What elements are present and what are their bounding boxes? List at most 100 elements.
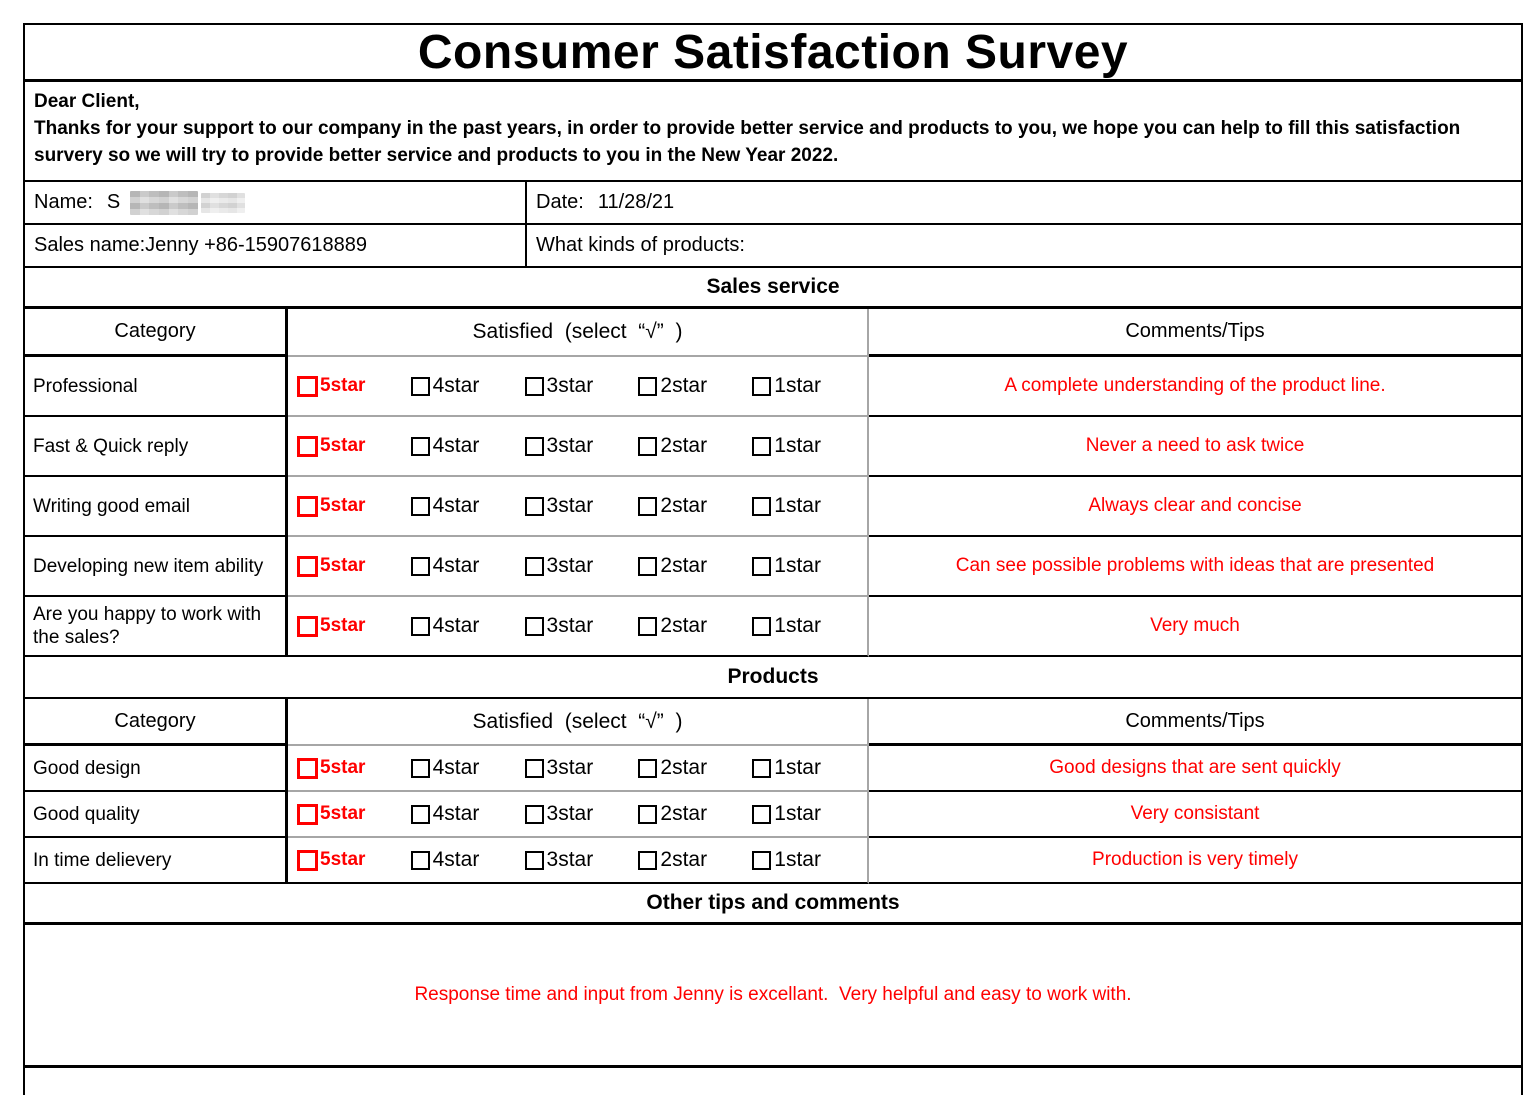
rating-option-2star[interactable]: 2star bbox=[638, 374, 707, 398]
rating-option-2star[interactable]: 2star bbox=[638, 554, 707, 578]
rating-label: 3star bbox=[546, 554, 594, 577]
rating-option-1star[interactable]: 1star bbox=[752, 614, 821, 638]
comment-cell[interactable]: A complete understanding of the product … bbox=[869, 357, 1521, 417]
rating-option-2star[interactable]: 2star bbox=[638, 434, 707, 458]
rating-option-4star[interactable]: 4star bbox=[410, 494, 479, 518]
checkbox-3star[interactable] bbox=[524, 758, 544, 778]
rating-option-3star[interactable]: 3star bbox=[524, 374, 593, 398]
checkbox-1star[interactable] bbox=[752, 804, 772, 824]
checkbox-1star[interactable] bbox=[752, 376, 772, 396]
rating-option-2star[interactable]: 2star bbox=[638, 614, 707, 638]
checkbox-3star[interactable] bbox=[524, 850, 544, 870]
rating-option-4star[interactable]: 4star bbox=[410, 554, 479, 578]
checkbox-4star[interactable] bbox=[410, 758, 430, 778]
rating-option-3star[interactable]: 3star bbox=[524, 848, 593, 872]
rating-option-3star[interactable]: 3star bbox=[524, 434, 593, 458]
rating-option-5star[interactable]: 5star bbox=[297, 757, 365, 779]
checkbox-1star[interactable] bbox=[752, 850, 772, 870]
rating-option-1star[interactable]: 1star bbox=[752, 848, 821, 872]
rating-option-1star[interactable]: 1star bbox=[752, 434, 821, 458]
rating-option-3star[interactable]: 3star bbox=[524, 494, 593, 518]
other-tips-heading: Other tips and comments bbox=[25, 884, 1521, 925]
checkbox-3star[interactable] bbox=[524, 556, 544, 576]
rating-cell: 5star 4star 3star 2star 1star bbox=[288, 792, 869, 838]
checkbox-1star[interactable] bbox=[752, 758, 772, 778]
rating-option-4star[interactable]: 4star bbox=[410, 756, 479, 780]
checkbox-5star[interactable] bbox=[297, 495, 318, 517]
checkbox-3star[interactable] bbox=[524, 616, 544, 636]
rating-option-1star[interactable]: 1star bbox=[752, 802, 821, 826]
name-value: S bbox=[106, 191, 121, 213]
rating-option-1star[interactable]: 1star bbox=[752, 374, 821, 398]
checkbox-5star[interactable] bbox=[297, 757, 318, 779]
checkbox-5star[interactable] bbox=[297, 615, 318, 637]
products-kind-field[interactable]: What kinds of products: bbox=[527, 225, 1521, 266]
rating-option-4star[interactable]: 4star bbox=[410, 848, 479, 872]
rating-option-4star[interactable]: 4star bbox=[410, 802, 480, 826]
checkbox-1star[interactable] bbox=[752, 436, 772, 456]
rating-option-4star[interactable]: 4star bbox=[410, 434, 479, 458]
products-heading: Products bbox=[25, 657, 1521, 699]
checkbox-3star[interactable] bbox=[524, 436, 544, 456]
checkbox-1star[interactable] bbox=[752, 616, 772, 636]
sales-name-field[interactable]: Sales name: Jenny +86-15907618889 bbox=[25, 225, 527, 266]
other-tips-input-area[interactable]: Response time and input from Jenny is ex… bbox=[25, 925, 1521, 1068]
checkbox-4star[interactable] bbox=[410, 436, 430, 456]
comment-cell[interactable]: Never a need to ask twice bbox=[869, 417, 1521, 477]
checkbox-2star[interactable] bbox=[638, 758, 658, 778]
checkbox-4star[interactable] bbox=[410, 496, 430, 516]
comment-cell[interactable]: Always clear and concise bbox=[869, 477, 1521, 537]
comment-cell[interactable]: Very consistant bbox=[869, 792, 1521, 838]
checkbox-4star[interactable] bbox=[410, 850, 430, 870]
rating-option-5star[interactable]: 5star bbox=[297, 435, 365, 457]
rating-option-1star[interactable]: 1star bbox=[752, 494, 821, 518]
checkbox-5star[interactable] bbox=[297, 435, 318, 457]
checkbox-1star[interactable] bbox=[752, 496, 772, 516]
rating-option-2star[interactable]: 2star bbox=[638, 802, 707, 826]
rating-option-5star[interactable]: 5star bbox=[297, 803, 365, 825]
checkbox-3star[interactable] bbox=[524, 376, 544, 396]
rating-option-4star[interactable]: 4star bbox=[410, 614, 479, 638]
rating-option-5star[interactable]: 5star bbox=[297, 849, 365, 871]
rating-option-3star[interactable]: 3star bbox=[524, 802, 593, 826]
checkbox-4star[interactable] bbox=[410, 616, 430, 636]
checkbox-5star[interactable] bbox=[297, 803, 318, 825]
checkbox-5star[interactable] bbox=[297, 375, 318, 397]
rating-option-3star[interactable]: 3star bbox=[524, 554, 594, 578]
checkbox-3star[interactable] bbox=[524, 496, 544, 516]
checkbox-5star[interactable] bbox=[297, 849, 318, 871]
checkbox-2star[interactable] bbox=[638, 376, 658, 396]
rating-option-2star[interactable]: 2star bbox=[638, 756, 707, 780]
rating-option-3star[interactable]: 3star bbox=[524, 614, 593, 638]
checkbox-1star[interactable] bbox=[752, 556, 772, 576]
rating-option-3star[interactable]: 3star bbox=[524, 756, 593, 780]
checkbox-4star[interactable] bbox=[410, 804, 430, 824]
checkbox-5star[interactable] bbox=[297, 555, 318, 577]
checkbox-2star[interactable] bbox=[638, 436, 658, 456]
name-field[interactable]: Name: S bbox=[25, 182, 527, 223]
checkbox-2star[interactable] bbox=[638, 850, 658, 870]
checkbox-2star[interactable] bbox=[638, 804, 658, 824]
rating-option-1star[interactable]: 1star bbox=[752, 554, 821, 578]
date-field[interactable]: Date: 11/28/21 bbox=[527, 182, 1521, 223]
rating-option-5star[interactable]: 5star bbox=[297, 495, 365, 517]
rating-label: 4star bbox=[432, 802, 480, 825]
checkbox-4star[interactable] bbox=[410, 376, 430, 396]
rating-option-2star[interactable]: 2star bbox=[638, 494, 707, 518]
checkbox-4star[interactable] bbox=[410, 556, 430, 576]
checkbox-2star[interactable] bbox=[638, 556, 658, 576]
comment-cell[interactable]: Good designs that are sent quickly bbox=[869, 746, 1521, 792]
checkbox-3star[interactable] bbox=[524, 804, 544, 824]
comment-cell[interactable]: Production is very timely bbox=[869, 838, 1521, 884]
comment-cell[interactable]: Very much bbox=[869, 597, 1521, 657]
rating-option-1star[interactable]: 1star bbox=[752, 756, 821, 780]
category-cell: In time delievery bbox=[25, 838, 288, 884]
checkbox-2star[interactable] bbox=[638, 616, 658, 636]
rating-option-5star[interactable]: 5star bbox=[297, 555, 365, 577]
comment-cell[interactable]: Can see possible problems with ideas tha… bbox=[869, 537, 1521, 597]
checkbox-2star[interactable] bbox=[638, 496, 658, 516]
rating-option-4star[interactable]: 4star bbox=[410, 374, 479, 398]
rating-option-5star[interactable]: 5star bbox=[297, 375, 365, 397]
rating-option-2star[interactable]: 2star bbox=[638, 848, 707, 872]
rating-option-5star[interactable]: 5star bbox=[297, 615, 365, 637]
